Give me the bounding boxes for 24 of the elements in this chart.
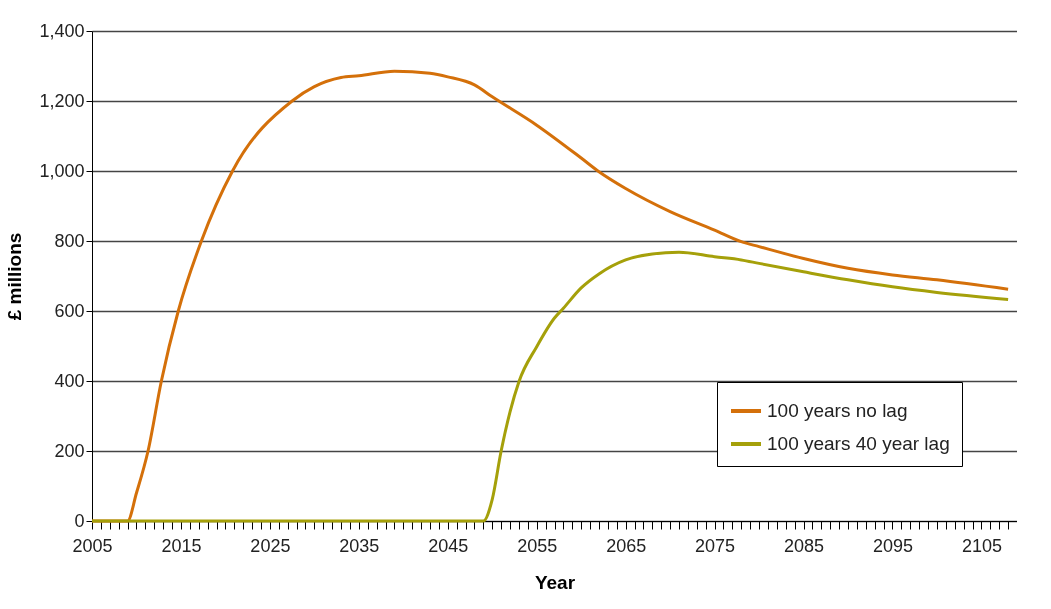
y-tick-label: 0 bbox=[74, 510, 85, 531]
x-tick-label: 2105 bbox=[961, 535, 1002, 556]
x-tick-label: 2025 bbox=[250, 535, 291, 556]
y-tick-label: 800 bbox=[54, 230, 85, 251]
y-tick-label: 1,000 bbox=[39, 160, 85, 181]
y-tick-label: 600 bbox=[54, 300, 85, 321]
legend-label: 100 years 40 year lag bbox=[767, 433, 950, 454]
x-tick-label: 2035 bbox=[339, 535, 380, 556]
line-series bbox=[90, 250, 1010, 523]
y-tick-label: 1,200 bbox=[39, 90, 85, 111]
y-tick-label: 400 bbox=[54, 370, 85, 391]
x-axis-title: Year bbox=[534, 571, 576, 593]
y-axis-title: £ millions bbox=[4, 232, 26, 321]
x-tick-label: 2075 bbox=[695, 535, 736, 556]
x-tick-label: 2065 bbox=[606, 535, 647, 556]
x-tick-label: 2005 bbox=[72, 535, 113, 556]
y-tick-label: 200 bbox=[54, 440, 85, 461]
x-tick-label: 2015 bbox=[161, 535, 202, 556]
x-tick-label: 2085 bbox=[784, 535, 825, 556]
x-tick-label: 2045 bbox=[428, 535, 469, 556]
x-tick-label: 2055 bbox=[517, 535, 558, 556]
x-tick-label: 2095 bbox=[872, 535, 913, 556]
legend-label: 100 years no lag bbox=[767, 400, 908, 421]
y-tick-label: 1,400 bbox=[39, 20, 85, 41]
